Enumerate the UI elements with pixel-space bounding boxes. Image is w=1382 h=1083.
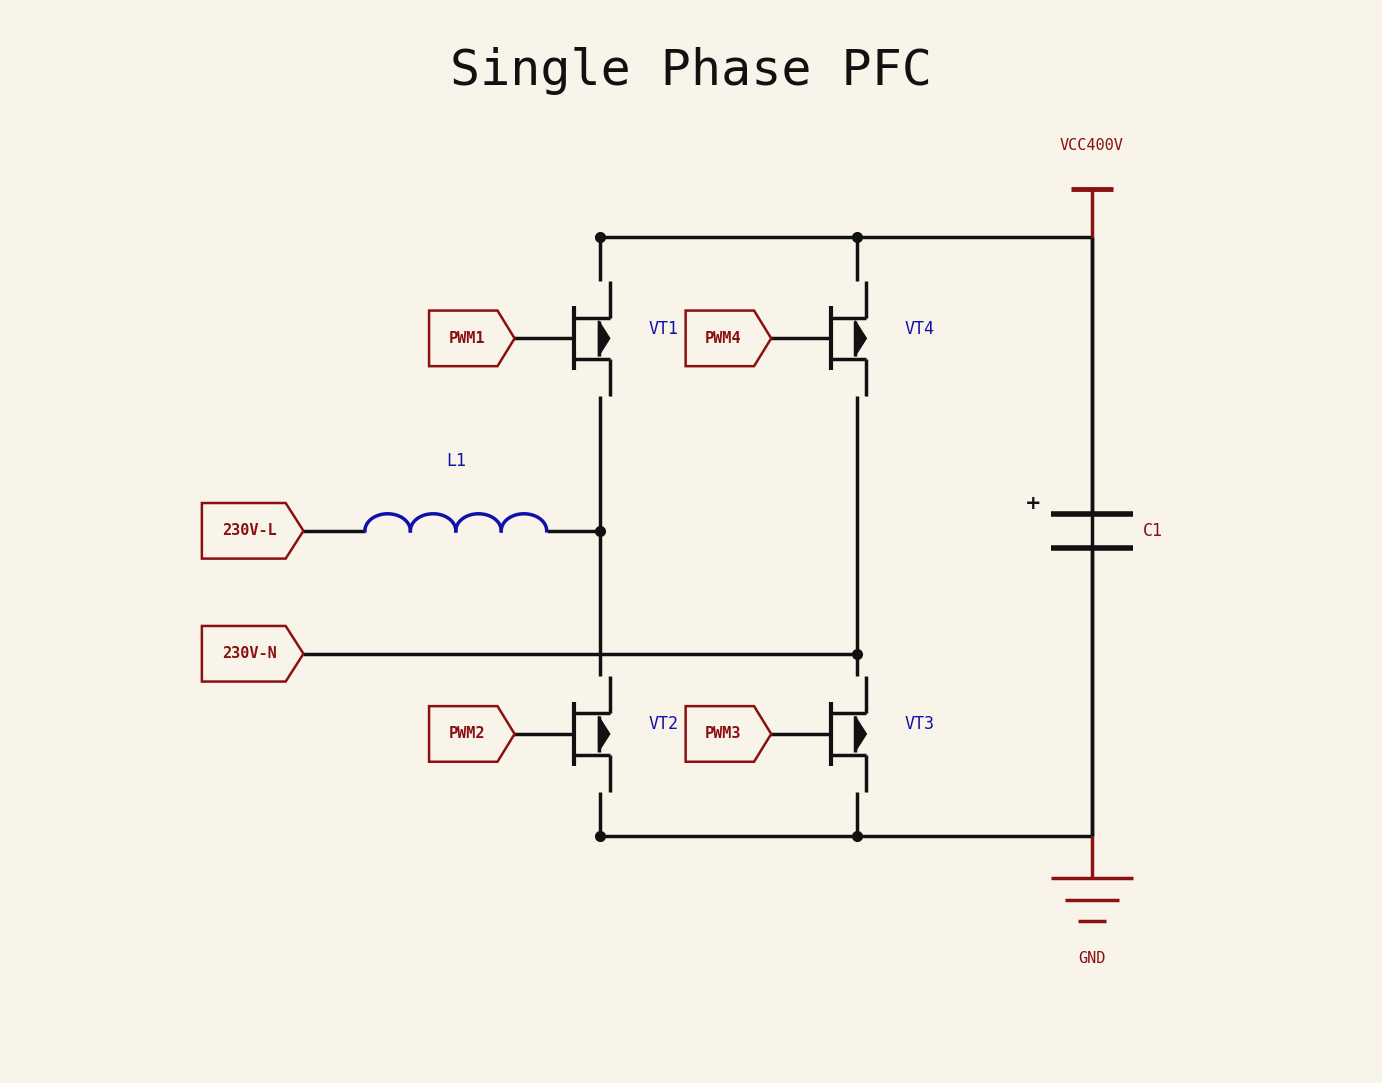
Polygon shape [428, 706, 514, 761]
Text: L1: L1 [446, 453, 466, 470]
Polygon shape [428, 311, 514, 366]
Polygon shape [598, 321, 609, 356]
Polygon shape [598, 716, 609, 752]
Text: VT2: VT2 [648, 715, 679, 733]
Text: 230V-N: 230V-N [221, 647, 276, 662]
Polygon shape [855, 321, 867, 356]
Text: C1: C1 [1143, 522, 1164, 539]
Text: VT1: VT1 [648, 319, 679, 338]
Text: Single Phase PFC: Single Phase PFC [451, 47, 931, 95]
Text: VCC400V: VCC400V [1060, 139, 1124, 154]
Polygon shape [685, 311, 771, 366]
Text: 230V-L: 230V-L [221, 523, 276, 538]
Text: PWM1: PWM1 [448, 331, 485, 345]
Polygon shape [855, 716, 867, 752]
Text: PWM2: PWM2 [448, 727, 485, 742]
Text: PWM3: PWM3 [705, 727, 742, 742]
Polygon shape [685, 706, 771, 761]
Text: PWM4: PWM4 [705, 331, 742, 345]
Polygon shape [202, 503, 304, 559]
Text: GND: GND [1078, 951, 1106, 966]
Text: VT4: VT4 [905, 319, 934, 338]
Polygon shape [202, 626, 304, 681]
Text: +: + [1025, 494, 1042, 512]
Text: VT3: VT3 [905, 715, 934, 733]
